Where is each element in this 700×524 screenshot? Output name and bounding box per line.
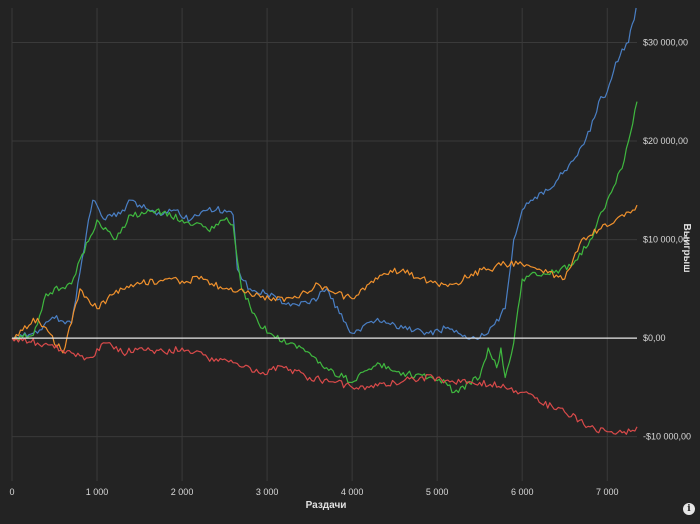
series-lines: [11, 7, 638, 435]
info-icon[interactable]: i: [683, 503, 695, 515]
y-axis-label: Выигрыш: [681, 223, 692, 272]
x-tick-label: 5 000: [426, 487, 449, 497]
y-tick-label: -$10 000,00: [643, 432, 691, 442]
y-tick-label: $0,00: [643, 333, 666, 343]
x-axis-ticks: 0 1 000 2 000 3 000 4 000 5 000 6 000 7 000: [9, 487, 618, 497]
x-tick-label: 2 000: [171, 487, 194, 497]
grid: [11, 8, 637, 481]
series-line: [11, 101, 638, 394]
series-line: [11, 337, 638, 435]
y-axis-ticks: $30 000,00 $20 000,00 $10 000,00 $0,00 -$10 …: [643, 37, 691, 441]
x-tick-label: 4 000: [341, 487, 364, 497]
y-tick-label: $20 000,00: [643, 136, 688, 146]
y-tick-label: $30 000,00: [643, 37, 688, 47]
y-tick-label: $10 000,00: [643, 235, 688, 245]
x-axis-label: Раздачи: [306, 500, 347, 511]
x-tick-label: 0: [9, 487, 14, 497]
series-line: [11, 7, 637, 341]
x-tick-label: 7 000: [596, 487, 619, 497]
series-line: [11, 204, 638, 354]
x-tick-label: 6 000: [511, 487, 534, 497]
x-tick-label: 3 000: [256, 487, 279, 497]
x-tick-label: 1 000: [86, 487, 109, 497]
